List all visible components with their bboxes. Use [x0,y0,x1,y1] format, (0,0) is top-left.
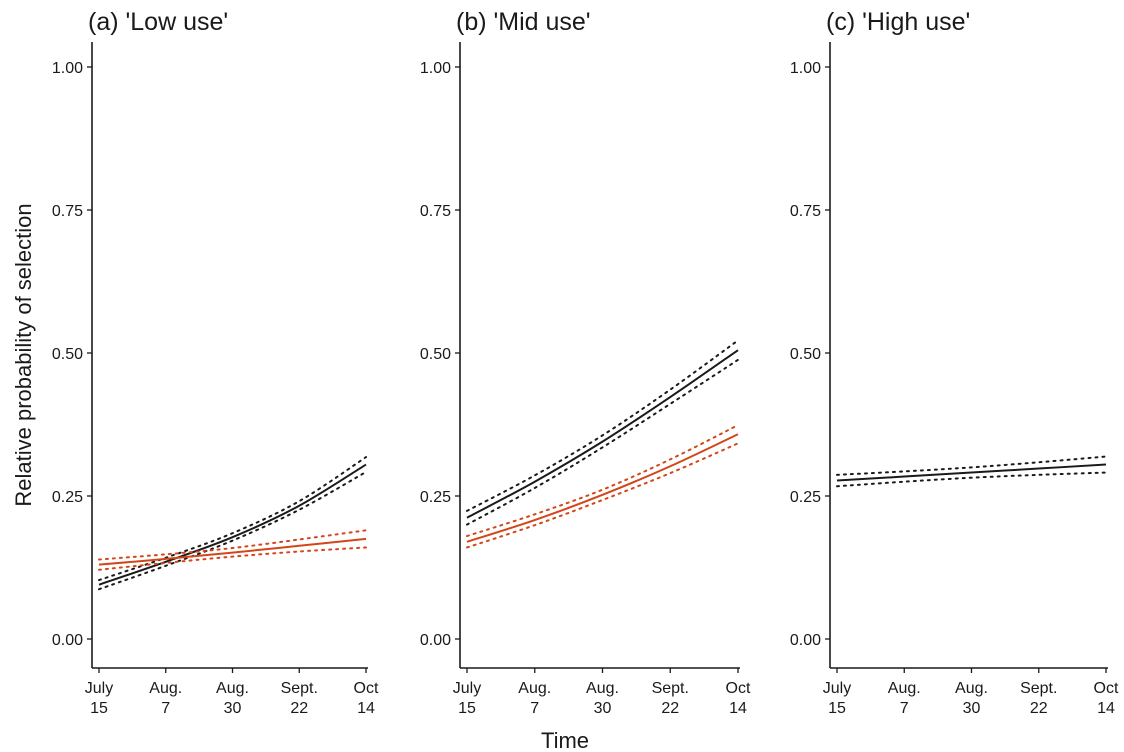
x-tick-label: 22 [290,700,308,717]
y-tick-label: 1.00 [420,60,451,77]
x-tick-label: Aug. [888,680,921,697]
series-2 [98,529,367,571]
ci-upper-line [98,529,367,561]
y-tick-label: 0.50 [420,346,451,363]
x-tick-label: 30 [594,700,612,717]
x-tick-label: Oct [726,680,751,697]
x-tick-label: July [85,680,113,697]
panel-title: (c) 'High use' [826,8,970,36]
x-tick-label: 15 [90,700,108,717]
ci-lower-line [836,471,1107,488]
y-tick-label: 0.75 [420,203,451,220]
y-axis-title: Relative probability of selection [11,203,36,506]
x-tick-label: Oct [354,680,379,697]
x-tick-label: 30 [963,700,981,717]
ci-lower-line [98,470,367,591]
series-line [466,349,739,519]
panel-3: (c) 'High use' 0.00 0.25 0.50 0.75 1.00 July 15… [790,8,1119,717]
series-1 [98,456,367,591]
x-tick-label: Aug. [518,680,551,697]
x-tick-label: Sept. [1020,680,1057,697]
x-tick-label: 7 [530,700,539,717]
y-tick-label: 0.00 [420,632,451,649]
series-line [98,463,367,586]
x-tick-label: 14 [729,700,747,717]
series-1 [466,339,739,526]
x-tick-label: Aug. [216,680,249,697]
y-tick-label: 0.25 [420,489,451,506]
ci-lower-line [98,546,367,571]
x-tick-label: Sept. [652,680,689,697]
x-tick-label: Aug. [586,680,619,697]
x-tick-label: 15 [458,700,476,717]
y-tick-label: 0.50 [52,346,83,363]
ci-lower-line [466,442,739,549]
y-tick-label: 0.25 [790,489,821,506]
panel-title: (a) 'Low use' [88,8,228,36]
x-tick-label: 22 [661,700,679,717]
y-tick-label: 0.75 [52,203,83,220]
series-line [466,433,739,543]
x-axis-title: Time [541,728,589,752]
x-tick-label: Oct [1094,680,1119,697]
ci-lower-line [466,358,739,526]
x-tick-label: July [823,680,851,697]
y-tick-label: 0.25 [52,489,83,506]
x-tick-label: 7 [161,700,170,717]
y-tick-label: 1.00 [52,60,83,77]
panel-title: (b) 'Mid use' [456,8,591,36]
x-tick-label: 22 [1030,700,1048,717]
x-tick-label: 15 [828,700,846,717]
x-tick-label: 14 [1097,700,1115,717]
ci-upper-line [98,456,367,582]
x-tick-label: 7 [900,700,909,717]
ci-upper-line [836,455,1107,476]
y-tick-label: 0.00 [52,632,83,649]
y-tick-label: 0.75 [790,203,821,220]
panel-2: (b) 'Mid use' 0.00 0.25 0.50 0.75 1.00 July 15 A… [420,8,751,717]
series-1 [836,455,1107,488]
x-tick-label: Aug. [149,680,182,697]
panels: (a) 'Low use' 0.00 0.25 0.50 0.75 1.00 July 15 A… [52,8,1119,717]
series-line [98,537,367,566]
y-tick-label: 0.00 [790,632,821,649]
x-tick-label: Aug. [955,680,988,697]
ci-upper-line [466,339,739,512]
series-2 [466,424,739,549]
x-tick-label: 30 [224,700,242,717]
panel-1: (a) 'Low use' 0.00 0.25 0.50 0.75 1.00 July 15 A… [52,8,379,717]
y-tick-label: 0.50 [790,346,821,363]
x-tick-label: July [453,680,481,697]
x-tick-label: 14 [357,700,375,717]
y-tick-label: 1.00 [790,60,821,77]
x-tick-label: Sept. [281,680,318,697]
series-line [836,463,1107,482]
